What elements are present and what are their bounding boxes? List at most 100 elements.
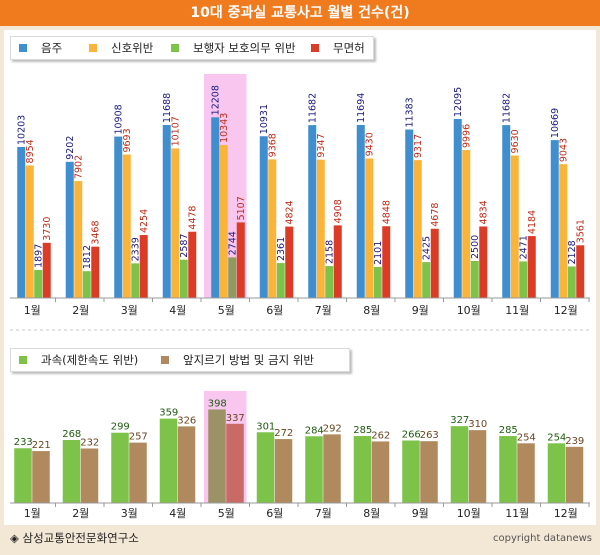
bar-신호위반-1월	[25, 165, 34, 298]
bar-앞지르기 방법 및 금지 위반-9월	[420, 441, 438, 503]
data-label-음주-2월: 9202	[65, 136, 76, 160]
legend-item-signal: 신호위반	[89, 37, 153, 59]
data-label-보행자 보호의무 위반-7월: 2158	[325, 240, 336, 264]
data-label-앞지르기 방법 및 금지 위반-11월: 254	[517, 432, 536, 443]
bar-과속(제한속도 위반)-11월	[499, 436, 517, 503]
bar-음주-3월	[114, 136, 123, 298]
data-label-음주-9월: 11383	[405, 97, 416, 127]
bar-과속(제한속도 위반)-12월	[547, 443, 566, 503]
bar-신호위반-12월	[559, 164, 568, 298]
x-tick-label-bottom-8월: 8월	[363, 507, 380, 520]
legend-swatch-green	[171, 44, 179, 52]
data-label-보행자 보호의무 위반-10월: 2500	[470, 235, 481, 259]
bar-신호위반-11월	[510, 155, 519, 298]
bar-음주-1월	[17, 146, 26, 298]
bar-과속(제한속도 위반)-3월	[111, 432, 129, 503]
bar-무면허-10월	[479, 226, 488, 298]
bar-무면허-12월	[576, 245, 585, 298]
bar-앞지르기 방법 및 금지 위반-2월	[80, 448, 99, 503]
data-label-무면허-6월: 4824	[285, 200, 296, 224]
data-label-무면허-2월: 3468	[91, 220, 102, 244]
data-label-보행자 보호의무 위반-2월: 1812	[82, 245, 93, 269]
data-label-무면허-7월: 4908	[333, 199, 344, 223]
bar-보행자 보호의무 위반-2월	[82, 271, 91, 298]
bar-앞지르기 방법 및 금지 위반-8월	[371, 441, 390, 503]
legend-item-speeding: 과속(제한속도 위반)	[19, 349, 138, 371]
bar-보행자 보호의무 위반-1월	[34, 269, 43, 298]
bar-과속(제한속도 위반)-9월	[402, 440, 420, 503]
data-label-무면허-8월: 4848	[382, 200, 393, 224]
data-label-앞지르기 방법 및 금지 위반-7월: 292	[323, 423, 342, 434]
bar-무면허-11월	[527, 236, 536, 298]
bar-과속(제한속도 위반)-8월	[353, 436, 372, 503]
x-tick-label-top-4월: 4월	[169, 304, 186, 317]
data-label-앞지르기 방법 및 금지 위반-1월: 221	[32, 440, 51, 451]
x-tick-label-top-11월: 11월	[505, 304, 529, 317]
bar-과속(제한속도 위반)-1월	[14, 448, 32, 503]
bar-과속(제한속도 위반)-5월	[208, 409, 226, 503]
data-label-과속(제한속도 위반)-5월: 398	[208, 398, 227, 409]
data-label-앞지르기 방법 및 금지 위반-9월: 263	[420, 430, 439, 441]
legend-swatch-green	[19, 356, 27, 364]
bar-신호위반-2월	[74, 181, 83, 298]
bar-무면허-6월	[285, 226, 294, 298]
x-tick-label-bottom-9월: 9월	[412, 507, 429, 520]
data-label-보행자 보호의무 위반-8월: 2101	[373, 241, 384, 265]
data-label-과속(제한속도 위반)-8월: 285	[353, 425, 372, 436]
data-label-과속(제한속도 위반)-12월: 254	[547, 432, 566, 443]
bar-앞지르기 방법 및 금지 위반-1월	[32, 451, 50, 503]
data-label-음주-7월: 11682	[308, 93, 319, 123]
data-label-무면허-9월: 4678	[430, 203, 441, 227]
data-label-과속(제한속도 위반)-11월: 285	[499, 425, 518, 436]
bar-보행자 보호의무 위반-10월	[470, 261, 479, 298]
x-tick-label-top-5월: 5월	[218, 304, 235, 317]
data-label-무면허-4월: 4478	[188, 206, 199, 230]
data-label-보행자 보호의무 위반-9월: 2425	[422, 236, 433, 260]
data-label-앞지르기 방법 및 금지 위반-5월: 337	[226, 413, 245, 424]
x-tick-label-top-7월: 7월	[315, 304, 332, 317]
x-tick-label-bottom-7월: 7월	[315, 507, 332, 520]
data-label-앞지르기 방법 및 금지 위반-2월: 232	[80, 437, 99, 448]
bar-음주-11월	[502, 125, 511, 298]
bar-보행자 보호의무 위반-12월	[567, 266, 576, 298]
bar-보행자 보호의무 위반-5월	[228, 257, 237, 298]
legend-label-drunk: 음주	[41, 41, 63, 55]
data-label-앞지르기 방법 및 금지 위반-6월: 272	[274, 428, 293, 439]
chart-title: 10대 중과실 교통사고 월별 건수(건)	[0, 0, 600, 26]
data-label-과속(제한속도 위반)-1월: 233	[14, 437, 33, 448]
bar-앞지르기 방법 및 금지 위반-5월	[226, 423, 244, 503]
x-tick-label-bottom-5월: 5월	[218, 507, 235, 520]
bar-음주-7월	[308, 125, 317, 298]
bar-음주-10월	[453, 118, 462, 298]
data-label-보행자 보호의무 위반-5월: 2744	[228, 231, 239, 255]
bar-보행자 보호의무 위반-11월	[519, 261, 528, 298]
copyright-note: copyright datanews	[493, 533, 592, 544]
legend-label-speeding: 과속(제한속도 위반)	[41, 353, 139, 367]
legend-swatch-brown	[161, 356, 169, 364]
bar-앞지르기 방법 및 금지 위반-11월	[517, 443, 535, 503]
source-note: ◈ 삼성교통안전문화연구소	[10, 531, 139, 545]
bar-신호위반-3월	[122, 154, 131, 298]
data-label-신호위반-12월: 9043	[559, 138, 570, 162]
data-label-무면허-10월: 4834	[479, 200, 490, 224]
data-label-음주-11월: 11682	[502, 93, 513, 123]
bar-음주-8월	[356, 124, 365, 298]
bar-신호위반-5월	[219, 144, 228, 298]
bar-신호위반-6월	[268, 159, 277, 298]
bar-무면허-3월	[139, 235, 148, 298]
x-tick-label-top-12월: 12월	[554, 304, 578, 317]
legend-item-overtaking: 앞지르기 방법 및 금지 위반	[161, 349, 314, 371]
bar-앞지르기 방법 및 금지 위반-4월	[177, 426, 196, 503]
legend-swatch-orange	[89, 44, 97, 52]
legend-swatch-blue	[19, 44, 27, 52]
data-label-앞지르기 방법 및 금지 위반-10월: 310	[468, 419, 487, 430]
data-label-신호위반-3월: 9693	[122, 128, 133, 152]
legend-label-overtaking: 앞지르기 방법 및 금지 위반	[183, 353, 315, 367]
bar-신호위반-7월	[316, 159, 325, 298]
data-label-신호위반-9월: 9317	[413, 134, 424, 158]
x-tick-label-bottom-3월: 3월	[121, 507, 138, 520]
data-label-과속(제한속도 위반)-6월: 301	[256, 421, 275, 432]
bar-음주-4월	[162, 125, 171, 298]
x-tick-label-top-10월: 10월	[457, 304, 481, 317]
